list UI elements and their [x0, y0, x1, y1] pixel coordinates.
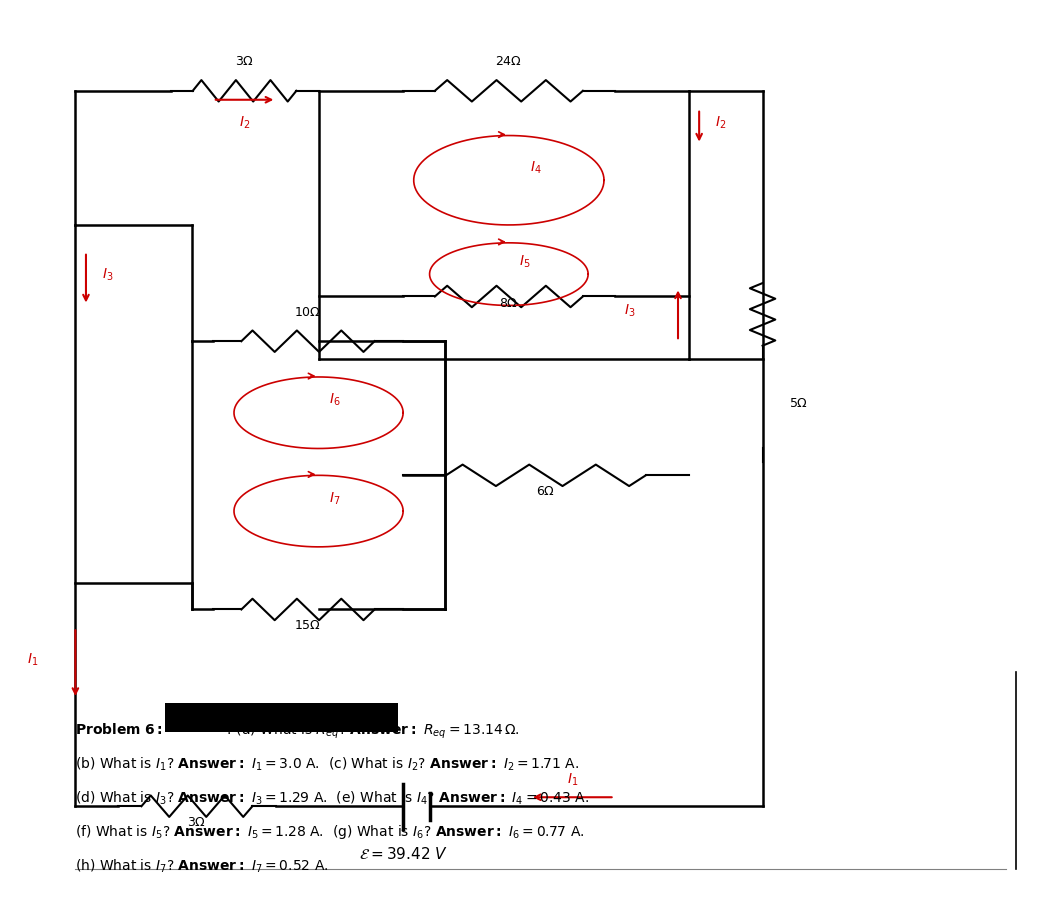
FancyBboxPatch shape [165, 703, 398, 732]
Text: $I_5$: $I_5$ [519, 253, 531, 270]
Text: $I_2$: $I_2$ [238, 115, 250, 131]
Text: (h) What is $I_7$? $\bf{Answer:}$ $I_7 = 0.52$ A.: (h) What is $I_7$? $\bf{Answer:}$ $I_7 =… [75, 858, 329, 875]
Text: $24\Omega$: $24\Omega$ [495, 56, 523, 68]
Text: $10\Omega$: $10\Omega$ [295, 306, 321, 318]
Text: $3\Omega$: $3\Omega$ [188, 815, 207, 829]
Text: $I_1$: $I_1$ [28, 651, 39, 667]
Text: (d) What is $I_3$? $\bf{Answer:}$ $I_3 = 1.29$ A.  (e) What is $I_4$? $\bf{Answe: (d) What is $I_3$? $\bf{Answer:}$ $I_3 =… [75, 789, 589, 806]
Text: $I_6$: $I_6$ [329, 392, 340, 408]
Text: $6\Omega$: $6\Omega$ [536, 484, 555, 498]
Text: $3\Omega$: $3\Omega$ [235, 56, 254, 68]
Text: $I_3$: $I_3$ [102, 266, 113, 283]
Text: $\bf{Problem\ 6:}$              . (a) What is $R_{eq}$? $\bf{Answer:}$ $R_{eq} =: $\bf{Problem\ 6:}$ . (a) What is $R_{eq}… [75, 721, 520, 741]
Text: (f) What is $I_5$? $\bf{Answer:}$ $I_5 = 1.28$ A.  (g) What is $I_6$? $\bf{Answe: (f) What is $I_5$? $\bf{Answer:}$ $I_5 =… [75, 823, 585, 841]
Text: $5\Omega$: $5\Omega$ [789, 397, 808, 410]
Text: $\mathcal{E} = 39.42\ V$: $\mathcal{E} = 39.42\ V$ [358, 847, 447, 862]
Text: (b) What is $I_1$? $\bf{Answer:}$ $I_1 = 3.0$ A.  (c) What is $I_2$? $\bf{Answer: (b) What is $I_1$? $\bf{Answer:}$ $I_1 =… [75, 755, 580, 772]
Text: $15\Omega$: $15\Omega$ [295, 619, 321, 631]
Text: $I_7$: $I_7$ [329, 490, 340, 507]
Text: $I_4$: $I_4$ [530, 160, 542, 176]
Text: $I_1$: $I_1$ [567, 771, 578, 788]
Text: $8\Omega$: $8\Omega$ [499, 297, 518, 309]
Text: $I_2$: $I_2$ [716, 115, 726, 131]
Text: $I_3$: $I_3$ [624, 302, 636, 318]
